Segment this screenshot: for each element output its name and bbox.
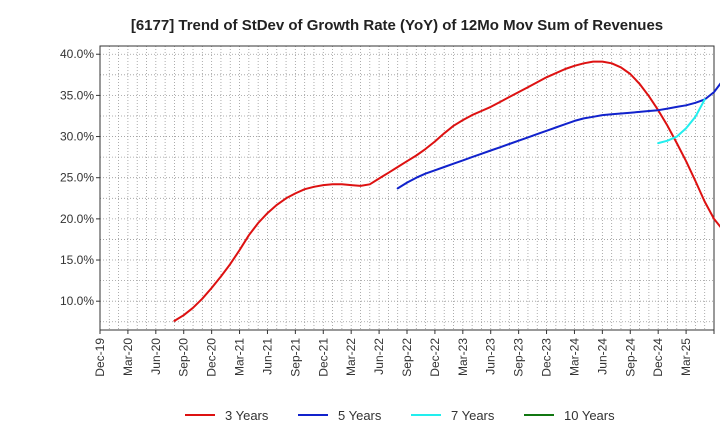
x-tick-label: Mar-20 bbox=[121, 338, 135, 376]
series-line-7-years bbox=[657, 98, 706, 145]
x-tick-label: Dec-23 bbox=[540, 338, 554, 377]
grid-layer bbox=[100, 46, 714, 330]
x-tick-label: Jun-20 bbox=[149, 338, 163, 375]
chart-title: [6177] Trend of StDev of Growth Rate (Yo… bbox=[131, 17, 663, 34]
series-line-5-years bbox=[396, 82, 720, 190]
y-tick-label: 35.0% bbox=[60, 88, 94, 102]
y-tick-label: 10.0% bbox=[60, 294, 94, 308]
x-tick-label: Mar-23 bbox=[456, 338, 470, 376]
x-tick-label: Dec-24 bbox=[651, 338, 665, 377]
y-tick-label: 20.0% bbox=[60, 212, 94, 226]
x-tick-label: Sep-24 bbox=[623, 338, 637, 377]
x-tick-label: Jun-22 bbox=[372, 338, 386, 375]
series-layer bbox=[173, 60, 720, 322]
x-tick-label: Jun-21 bbox=[260, 338, 274, 375]
x-tick-label: Mar-22 bbox=[344, 338, 358, 376]
y-tick-label: 30.0% bbox=[60, 130, 94, 144]
series-line-3-years bbox=[173, 60, 720, 322]
x-tick-label: Jun-23 bbox=[484, 338, 498, 375]
x-tick-label: Mar-25 bbox=[679, 338, 693, 376]
y-tick-label: 15.0% bbox=[60, 253, 94, 267]
x-tick-label: Sep-23 bbox=[512, 338, 526, 377]
x-tick-label: Mar-21 bbox=[233, 338, 247, 376]
legend-label-10-years: 10 Years bbox=[564, 408, 615, 423]
x-tick-label: Dec-22 bbox=[428, 338, 442, 377]
x-tick-label: Mar-24 bbox=[567, 338, 581, 376]
legend-label-3-years: 3 Years bbox=[225, 408, 269, 423]
x-tick-label: Jun-24 bbox=[595, 338, 609, 375]
legend-label-7-years: 7 Years bbox=[451, 408, 495, 423]
x-tick-label: Sep-21 bbox=[288, 338, 302, 377]
x-tick-label: Sep-22 bbox=[400, 338, 414, 377]
legend: 3 Years 5 Years 7 Years 10 Years bbox=[185, 408, 615, 423]
legend-label-5-years: 5 Years bbox=[338, 408, 382, 423]
axis-layer: 10.0% 15.0% 20.0% 25.0% 30.0% 35.0% 40.0% Dec-1… bbox=[60, 45, 715, 377]
x-tick-label: Sep-20 bbox=[177, 338, 191, 377]
x-tick-label: Dec-20 bbox=[205, 338, 219, 377]
x-tick-label: Dec-19 bbox=[93, 338, 107, 377]
x-tick-label: Dec-21 bbox=[316, 338, 330, 377]
y-tick-label: 25.0% bbox=[60, 171, 94, 185]
y-tick-label: 40.0% bbox=[60, 47, 94, 61]
